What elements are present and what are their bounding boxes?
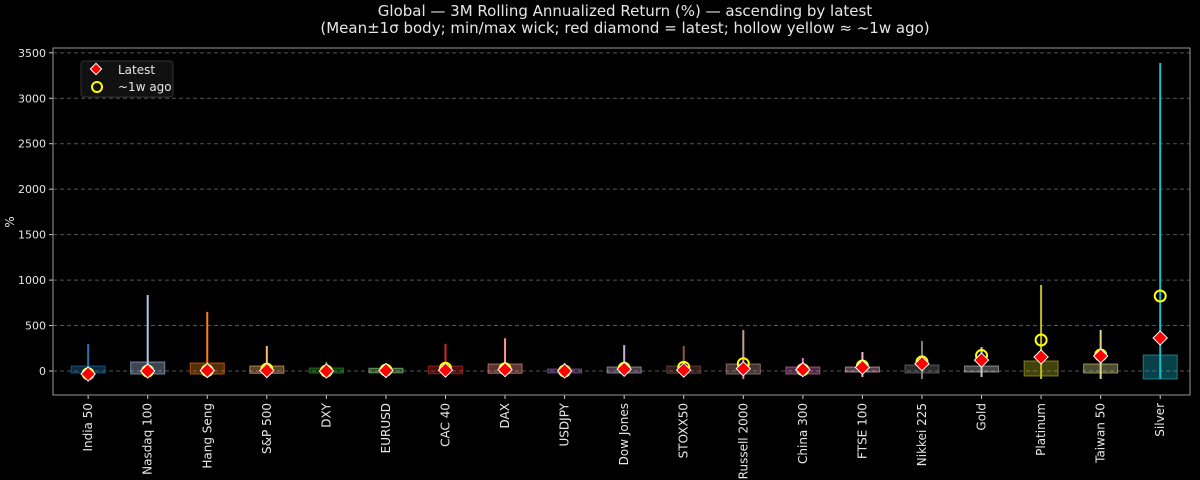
latest-marker-USDJPY xyxy=(556,363,573,379)
y-tick-label: 0 xyxy=(39,365,46,378)
x-tick-label: China 300 xyxy=(796,403,810,464)
latest-marker-Silver xyxy=(1152,330,1168,346)
y-tick-label: 500 xyxy=(25,320,46,333)
x-tick-label: Silver xyxy=(1153,403,1167,437)
plot-frame xyxy=(52,47,1191,396)
x-tick-label: Gold xyxy=(975,403,989,431)
legend-weekago-marker xyxy=(91,81,103,93)
latest-marker-Taiwan 50 xyxy=(1092,348,1109,364)
y-tick-label: 2000 xyxy=(18,183,46,196)
x-tick-label: Nikkei 225 xyxy=(915,403,929,466)
latest-marker-Platinum xyxy=(1033,349,1049,365)
x-tick-label: FTSE 100 xyxy=(855,403,869,459)
latest-marker-STOXX50 xyxy=(675,362,692,378)
x-tick-label: Taiwan 50 xyxy=(1094,403,1108,464)
x-ticks: India 50 Nasdaq 100 Hang Seng S&P 500 DXY EUR… xyxy=(81,395,1167,479)
latest-marker-FTSE 100 xyxy=(854,359,871,376)
latest-marker-S&P 500 xyxy=(259,362,275,379)
week-ago-marker-Platinum xyxy=(1034,333,1048,347)
x-tick-label: Russell 2000 xyxy=(736,403,750,479)
chart-title: Global — 3M Rolling Annualized Return (%… xyxy=(378,2,873,20)
legend-box xyxy=(80,60,174,98)
latest-marker-Nikkei 225 xyxy=(914,355,930,372)
y-tick-label: 2500 xyxy=(18,138,46,151)
latest-marker-Hang Seng xyxy=(199,362,216,379)
x-tick-label: Nasdaq 100 xyxy=(141,403,155,475)
x-tick-label: EURUSD xyxy=(379,403,393,453)
x-tick-label: DXY xyxy=(319,402,333,427)
x-tick-label: DAX xyxy=(498,403,512,428)
y-tick-label: 1000 xyxy=(18,274,46,287)
latest-marker-EURUSD xyxy=(378,362,394,379)
y-tick-label: 1500 xyxy=(18,229,46,242)
x-tick-label: Platinum xyxy=(1034,403,1048,456)
x-tick-label: Dow Jones xyxy=(617,403,631,465)
grid xyxy=(53,52,1190,372)
y-tick-label: 3500 xyxy=(18,47,46,60)
x-tick-label: S&P 500 xyxy=(260,403,274,454)
legend-latest-label: Latest xyxy=(118,63,155,77)
y-ticks: 0 500 1000 1500 2000 2500 3000 3500 xyxy=(18,47,53,378)
y-axis-label: % xyxy=(3,216,17,227)
x-tick-label: STOXX50 xyxy=(677,403,691,458)
marks xyxy=(70,63,1178,382)
legend-latest-marker xyxy=(89,62,103,76)
latest-marker-Nasdaq 100 xyxy=(139,363,156,379)
x-tick-label: CAC 40 xyxy=(439,403,453,447)
y-tick-label: 3000 xyxy=(18,92,46,105)
latest-marker-India 50 xyxy=(80,366,96,382)
legend-weekago-label: ~1w ago xyxy=(118,80,172,94)
latest-marker-CAC 40 xyxy=(437,362,454,378)
latest-marker-DXY xyxy=(318,363,335,379)
x-tick-label: USDJPY xyxy=(558,402,572,446)
x-tick-label: Hang Seng xyxy=(200,403,214,469)
latest-marker-DAX xyxy=(497,361,513,378)
chart-subtitle: (Mean±1σ body; min/max wick; red diamond… xyxy=(320,19,929,37)
latest-marker-Dow Jones xyxy=(616,361,632,377)
x-tick-label: India 50 xyxy=(81,403,95,452)
latest-marker-China 300 xyxy=(795,361,811,378)
legend: Latest ~1w ago xyxy=(80,60,174,98)
latest-marker-Russell 2000 xyxy=(735,360,752,377)
week-ago-marker-Silver xyxy=(1153,289,1167,303)
latest-marker-Gold xyxy=(973,352,990,368)
